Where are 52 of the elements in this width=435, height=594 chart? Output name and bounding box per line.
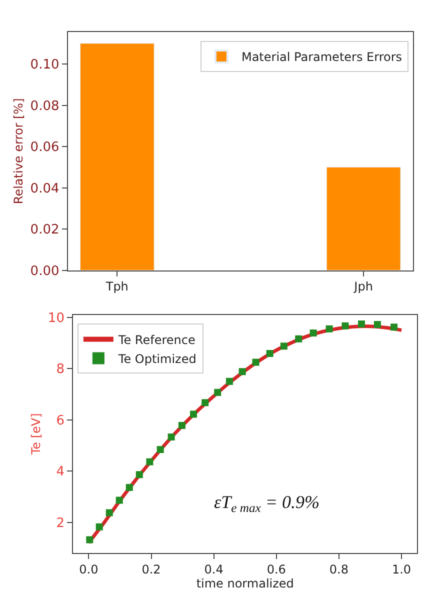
- point: [116, 496, 123, 504]
- x-tick-label: 0.8: [329, 562, 349, 576]
- point: [202, 399, 209, 406]
- point: [126, 484, 133, 491]
- y-tick-label: 2: [56, 516, 64, 531]
- point: [96, 523, 103, 530]
- point: [136, 471, 143, 478]
- y-tick-label: 0.08: [30, 98, 60, 114]
- x-tick-label: 1.0: [392, 562, 412, 576]
- point: [146, 458, 154, 466]
- point: [295, 335, 302, 342]
- point: [342, 322, 349, 330]
- point: [390, 324, 398, 331]
- point: [214, 388, 222, 396]
- point: [86, 536, 94, 544]
- point: [190, 410, 198, 418]
- y-axis-title: Te [eV]: [29, 413, 44, 456]
- point: [310, 330, 317, 336]
- legend-label: Te Optimized: [117, 352, 196, 366]
- x-tick-label: Jph: [353, 280, 373, 294]
- point: [266, 350, 274, 357]
- y-tick-label: 0.02: [30, 222, 60, 238]
- y-tick-label: 0.10: [30, 58, 60, 73]
- y-tick-label: 6: [56, 413, 64, 428]
- point: [106, 509, 113, 516]
- point: [178, 422, 186, 429]
- x-tick-label: Tph: [104, 280, 128, 294]
- x-tick-label: 0.4: [204, 562, 224, 576]
- point: [326, 325, 333, 332]
- point: [374, 321, 381, 328]
- line-series: [86, 324, 404, 545]
- point: [226, 378, 233, 385]
- y-tick-label: 0.04: [30, 181, 60, 196]
- y-tick-label: 4: [56, 464, 64, 480]
- y-tick-label: 8: [56, 362, 64, 378]
- point: [358, 320, 365, 328]
- point: [238, 368, 246, 376]
- x-axis-title: time normalized: [196, 576, 294, 590]
- point: [252, 358, 260, 366]
- legend-label: Material Parameters Errors: [241, 50, 402, 64]
- y-tick-label: 10: [48, 310, 64, 326]
- y-tick-label: 0.06: [30, 140, 60, 156]
- annotation: εT$_{e max}$ = 0.9%: [214, 492, 320, 515]
- x-tick-label: 0.2: [142, 562, 161, 576]
- x-tick-label: 0.6: [266, 562, 286, 576]
- point: [156, 446, 164, 454]
- point: [168, 433, 175, 440]
- y-axis-title: Relative error [%]: [12, 98, 26, 204]
- y-tick-label: 0.00: [30, 264, 60, 279]
- x-tick-label: 0.0: [79, 562, 98, 576]
- legend-label: Te Reference: [117, 332, 196, 347]
- point: [280, 342, 288, 350]
